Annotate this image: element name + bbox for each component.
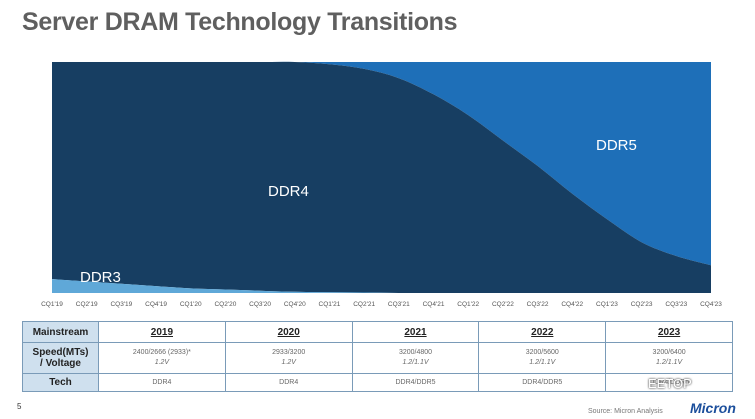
x-tick-label: CQ1'21 bbox=[319, 301, 341, 308]
table-row: Tech DDR4 DDR4 DDR4/DDR5 DDR4/DDR5 DDR4/… bbox=[22, 373, 733, 392]
speed-value: 3200/6400 bbox=[652, 349, 686, 356]
x-tick-label: CQ2'19 bbox=[76, 301, 98, 308]
year-cell: 2021 bbox=[351, 321, 480, 343]
area-ddr3 bbox=[52, 279, 711, 294]
mainstream-table: Mainstream 2019 2020 2021 2022 2023 Spee… bbox=[22, 321, 733, 392]
speed-value: 3200/5600 bbox=[525, 349, 559, 356]
x-tick-label: CQ3'20 bbox=[249, 301, 271, 308]
x-tick-label: CQ3'23 bbox=[665, 301, 687, 308]
x-tick-label: CQ3'22 bbox=[527, 301, 549, 308]
speed-value: 2933/3200 bbox=[272, 349, 306, 356]
x-tick-label: CQ4'19 bbox=[145, 301, 167, 308]
row-header-speed-voltage-text: Speed(MTs) / Voltage bbox=[32, 347, 89, 369]
year-cell: 2022 bbox=[478, 321, 607, 343]
speed-cell: 2933/3200 1.2V bbox=[224, 342, 353, 374]
x-tick-label: CQ4'20 bbox=[284, 301, 306, 308]
area-ddr5 bbox=[52, 61, 711, 266]
voltage-value: 1.2/1.1V bbox=[529, 359, 556, 366]
series-label-ddr4: DDR4 bbox=[268, 183, 309, 200]
year-cell: 2019 bbox=[98, 321, 226, 343]
x-tick-label: CQ3'19 bbox=[110, 301, 132, 308]
x-tick-label: CQ4'21 bbox=[423, 301, 445, 308]
year-cell: 2020 bbox=[224, 321, 353, 343]
x-tick-label: CQ4'22 bbox=[561, 301, 583, 308]
x-tick-label: CQ2'21 bbox=[353, 301, 375, 308]
tech-cell: DDR4 bbox=[98, 373, 226, 392]
micron-logo: Micron bbox=[690, 400, 736, 416]
slide-title: Server DRAM Technology Transitions bbox=[22, 8, 458, 36]
voltage-value: 1.2V bbox=[281, 359, 296, 366]
tech-cell: DDR4/DDR5 bbox=[478, 373, 607, 392]
row-header-tech: Tech bbox=[22, 373, 99, 392]
tech-cell: DDR4/DDR5 bbox=[605, 373, 733, 392]
voltage-value: 1.2/1.1V bbox=[402, 359, 429, 366]
chart-series-labels: DDR3 DDR4 DDR5 bbox=[80, 137, 637, 286]
speed-cell: 3200/4800 1.2/1.1V bbox=[351, 342, 480, 374]
year-cell: 2023 bbox=[605, 321, 733, 343]
x-tick-label: CQ1'22 bbox=[457, 301, 479, 308]
x-tick-label: CQ2'20 bbox=[214, 301, 236, 308]
x-tick-label: CQ1'23 bbox=[596, 301, 618, 308]
x-tick-label: CQ1'19 bbox=[41, 301, 63, 308]
series-label-ddr3: DDR3 bbox=[80, 269, 121, 286]
voltage-value: 1.2/1.1V bbox=[656, 359, 683, 366]
row-header-mainstream: Mainstream bbox=[22, 321, 99, 343]
table-row: Speed(MTs) / Voltage 2400/2666 (2933)* 1.… bbox=[22, 342, 733, 374]
x-tick-label: CQ1'20 bbox=[180, 301, 202, 308]
speed-cell: 2400/2666 (2933)* 1.2V bbox=[98, 342, 226, 374]
tech-cell: DDR4 bbox=[224, 373, 353, 392]
chart-x-ticks: CQ1'19 CQ2'19 CQ3'19 CQ4'19 CQ1'20 CQ2'20 CQ3'… bbox=[41, 301, 722, 308]
series-label-ddr5: DDR5 bbox=[596, 137, 637, 154]
watermark: EETOP bbox=[648, 376, 692, 391]
speed-value: 2400/2666 (2933)* bbox=[132, 349, 191, 356]
area-ddr4 bbox=[52, 61, 711, 294]
chart-areas bbox=[52, 61, 711, 294]
speed-cell: 3200/5600 1.2/1.1V bbox=[478, 342, 607, 374]
x-tick-label: CQ4'23 bbox=[700, 301, 722, 308]
row-header-speed-voltage: Speed(MTs) / Voltage bbox=[22, 342, 99, 374]
tech-cell: DDR4/DDR5 bbox=[351, 373, 480, 392]
x-tick-label: CQ2'22 bbox=[492, 301, 514, 308]
x-tick-label: CQ2'23 bbox=[631, 301, 653, 308]
voltage-value: 1.2V bbox=[154, 359, 170, 366]
page-number: 5 bbox=[17, 402, 22, 411]
speed-cell: 3200/6400 1.2/1.1V bbox=[605, 342, 733, 374]
speed-value: 3200/4800 bbox=[398, 349, 433, 356]
source-note: Source: Micron Analysis bbox=[588, 408, 663, 415]
x-tick-label: CQ3'21 bbox=[388, 301, 410, 308]
table-row: Mainstream 2019 2020 2021 2022 2023 bbox=[22, 321, 733, 343]
